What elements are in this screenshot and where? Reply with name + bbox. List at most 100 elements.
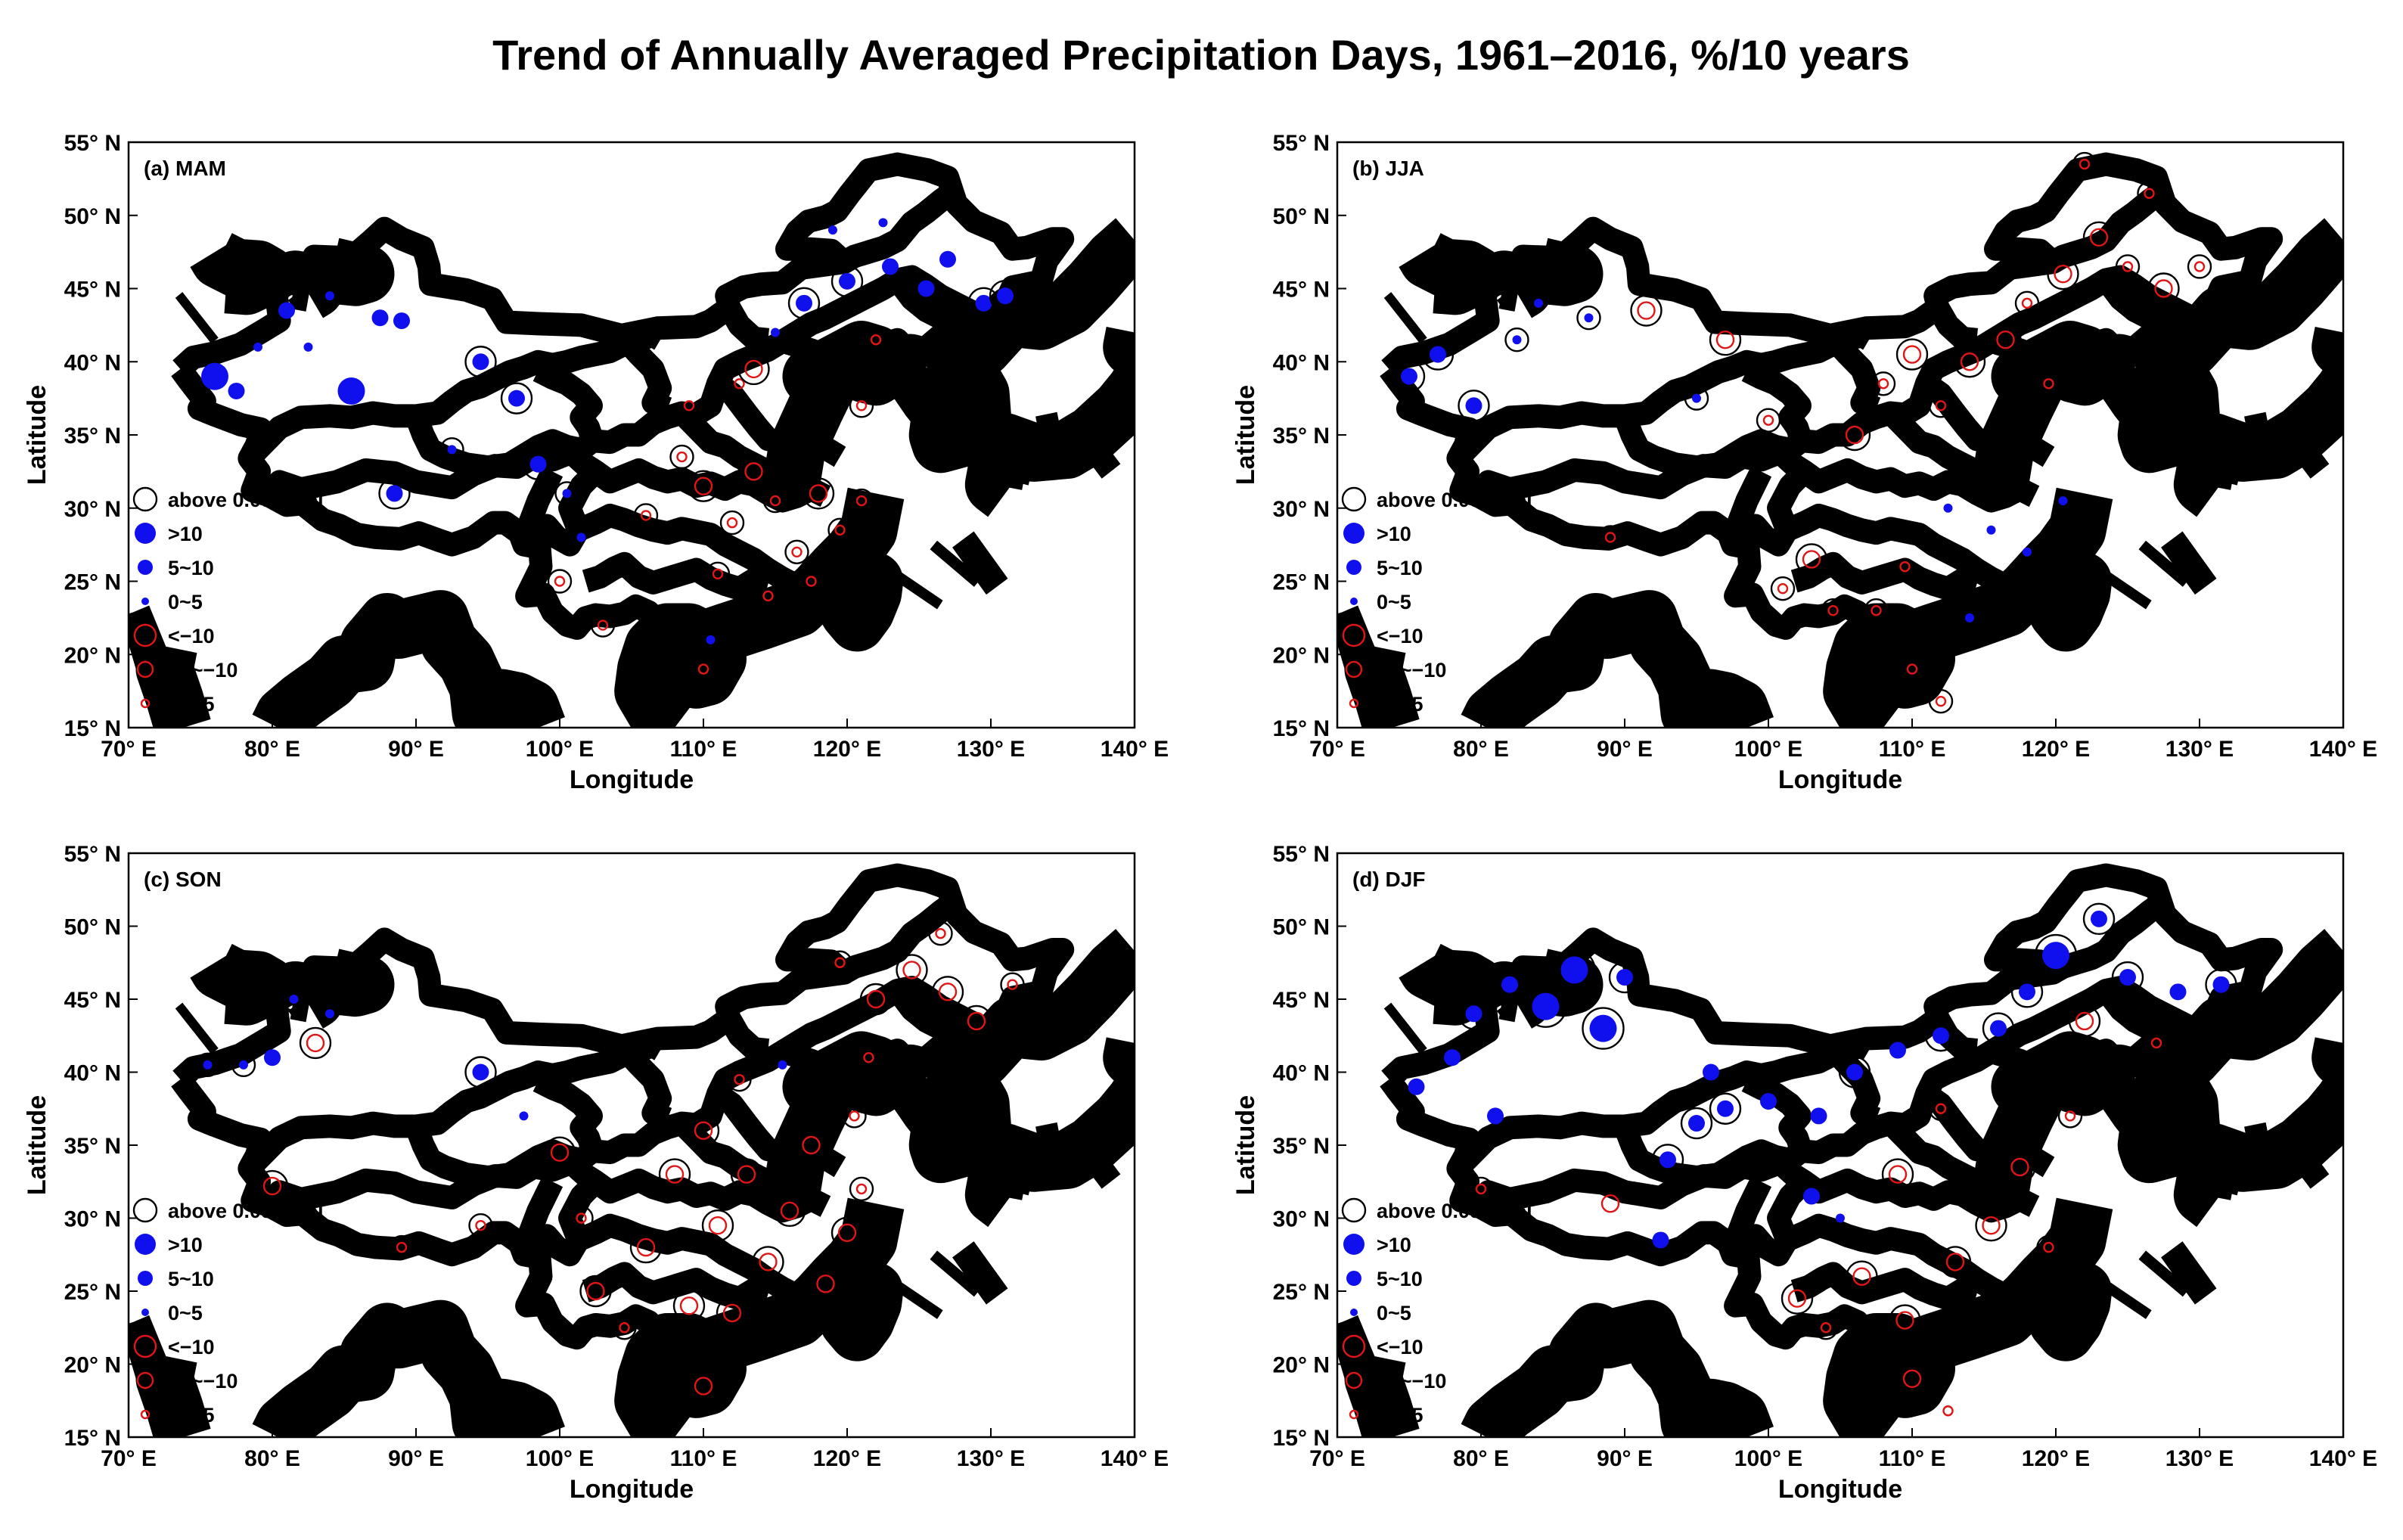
- station-marker-negative: [816, 1275, 835, 1293]
- station-marker-negative: [737, 1165, 756, 1184]
- station-marker-positive: [1512, 335, 1522, 345]
- x-tick-label: 130° E: [957, 737, 1025, 762]
- significance-ring: [569, 1206, 594, 1231]
- significance-ring: [543, 1136, 576, 1169]
- y-tick-label: 20° N: [64, 643, 121, 668]
- significance-ring: [389, 1234, 414, 1260]
- station-marker-positive: [1760, 1093, 1777, 1110]
- station-marker-positive: [472, 353, 489, 371]
- significance-ring: [669, 444, 694, 470]
- y-axis-label: Latitude: [23, 1095, 51, 1195]
- station-marker-positive: [447, 445, 457, 455]
- y-tick-label: 25° N: [1273, 1280, 1330, 1305]
- significance-ring: [691, 657, 716, 682]
- legend-symbol: [1343, 1234, 1364, 1255]
- significance-ring: [827, 950, 852, 975]
- significance-ring: [830, 1216, 864, 1250]
- station-marker-positive: [771, 328, 780, 337]
- station-marker-negative: [396, 1241, 408, 1253]
- significance-ring: [579, 1275, 612, 1308]
- significance-ring: [1871, 371, 1896, 396]
- y-tick-label: 30° N: [1273, 1207, 1330, 1232]
- station-markers: [1408, 902, 2237, 1417]
- significance-ring: [2010, 976, 2044, 1008]
- station-marker-positive: [706, 635, 716, 644]
- station-marker-negative: [2144, 188, 2155, 199]
- significance-ring: [2111, 961, 2144, 994]
- x-tick-label: 110° E: [1879, 1446, 1946, 1471]
- significance-ring: [2057, 1104, 2083, 1129]
- station-marker-positive: [508, 390, 525, 407]
- station-marker-negative: [802, 1135, 821, 1155]
- station-marker-negative: [636, 1237, 656, 1257]
- station-marker-negative: [1777, 582, 1789, 595]
- significance-ring: [1770, 576, 1796, 601]
- station-marker-positive: [393, 312, 410, 330]
- y-tick-label: 45° N: [1273, 278, 1330, 303]
- legend-label: >10: [1377, 523, 1411, 545]
- station-marker-negative: [694, 1377, 713, 1396]
- significance-ring: [2068, 1004, 2101, 1038]
- y-tick-label: 50° N: [64, 204, 121, 229]
- station-marker-negative: [834, 957, 846, 968]
- significance-ring: [1458, 390, 1490, 422]
- station-marker-positive: [1584, 313, 1594, 323]
- station-marker-negative: [2089, 228, 2109, 247]
- legend-symbol: [135, 1234, 156, 1255]
- significance-ring: [856, 1045, 881, 1070]
- y-tick-label: 30° N: [1273, 497, 1330, 522]
- panel-label: (c) SON: [144, 868, 222, 891]
- significance-ring: [1493, 968, 1526, 1001]
- station-marker-positive: [1487, 1107, 1504, 1125]
- significance-ring: [1524, 985, 1567, 1028]
- significance-ring: [737, 455, 770, 488]
- significance-ring: [1838, 1056, 1871, 1088]
- x-axis-label: Longitude: [1778, 765, 1902, 794]
- station-marker-negative: [1820, 1322, 1832, 1334]
- significance-ring: [633, 503, 659, 528]
- x-tick-label: 80° E: [1453, 1446, 1509, 1471]
- station-marker-negative: [2079, 158, 2091, 170]
- significance-ring: [612, 1315, 637, 1340]
- y-tick-label: 45° N: [64, 988, 121, 1013]
- station-marker-negative: [1996, 331, 2015, 349]
- station-marker-negative: [759, 1253, 778, 1271]
- legend-label: 0~5: [168, 1302, 203, 1324]
- significance-ring: [687, 1370, 720, 1402]
- map-panel: 70° E 80° E 90° E 100° E 110° E 120° E 130° E 1…: [23, 131, 1178, 794]
- significance-ring: [378, 477, 411, 510]
- significance-ring: [752, 1246, 784, 1278]
- significance-ring: [1889, 1304, 1921, 1337]
- x-tick-label: 80° E: [244, 1446, 300, 1471]
- legend-symbol: [133, 1334, 157, 1358]
- station-marker-negative: [2075, 1011, 2094, 1031]
- significance-ring: [672, 1290, 706, 1322]
- legend-symbol: [1342, 1334, 1366, 1358]
- station-marker-negative: [550, 1143, 570, 1162]
- legend-symbol: [140, 1409, 151, 1420]
- legend-symbol: [140, 698, 151, 709]
- legend-label: <−10: [168, 625, 215, 647]
- station-marker-positive: [882, 258, 899, 275]
- map-layer: [129, 164, 1178, 728]
- significance-ring: [730, 1158, 763, 1191]
- station-marker-positive: [778, 1060, 787, 1070]
- station-marker-positive: [2091, 910, 2107, 927]
- station-marker-negative: [863, 1051, 874, 1063]
- significance-ring: [1684, 386, 1709, 411]
- station-marker-negative: [1899, 560, 1911, 573]
- significance-ring: [802, 477, 835, 510]
- station-marker-negative: [2043, 378, 2054, 390]
- legend-label: −5~−10: [1377, 1370, 1446, 1393]
- significance-ring: [1630, 294, 1663, 327]
- station-marker-negative: [708, 1216, 728, 1235]
- station-marker-negative: [2043, 1241, 2054, 1253]
- significance-ring: [2072, 151, 2097, 177]
- station-marker-positive: [2058, 496, 2068, 506]
- x-tick-label: 130° E: [2165, 1446, 2234, 1471]
- station-marker-positive: [2042, 942, 2069, 970]
- y-tick-label: 35° N: [64, 1134, 121, 1159]
- significance-ring: [1608, 961, 1641, 994]
- station-marker-positive: [325, 1009, 334, 1019]
